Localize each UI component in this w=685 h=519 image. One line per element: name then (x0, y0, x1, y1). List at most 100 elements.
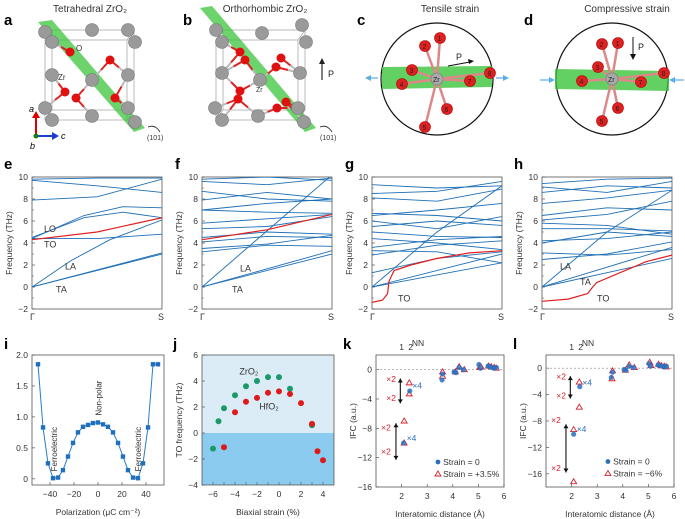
band-b8 (542, 207, 672, 216)
axis-triad: a c b (29, 104, 66, 150)
top-tick-1: 1 (569, 342, 574, 352)
data-point (105, 424, 111, 430)
band-to (542, 254, 672, 302)
o-neighbor (441, 103, 453, 115)
o-atom (233, 94, 243, 104)
data-point-strained (405, 378, 414, 386)
annotation-ferroelectric-right: Ferroelectric (134, 427, 143, 471)
y-tick-label: 10 (189, 172, 199, 182)
top-tick-2: 2 (578, 342, 583, 352)
annotation-ferroelectric-left: Ferroelectric (50, 427, 59, 471)
band-b6 (372, 231, 502, 238)
panel-label-g: g (345, 156, 355, 173)
zr-atom (128, 35, 142, 49)
panel-label-i: i (4, 336, 9, 353)
legend-hfo2: HfO₂ (259, 402, 279, 412)
y-tick-label: 10 (359, 172, 369, 182)
axis-c-label: c (61, 131, 66, 141)
y-axis-label: Frequency (THz) (4, 211, 14, 275)
y-tick-label: 4 (363, 238, 368, 248)
y-tick-label: −16 (528, 469, 543, 479)
legend-strain0: Strain = 0 (613, 457, 650, 467)
zr-atom (299, 35, 313, 49)
multiplicity-label: ×4 (407, 433, 417, 443)
y-tick-label: −2 (188, 304, 198, 314)
panel-label-j: j (173, 336, 178, 353)
multiplicity-label: ×4 (412, 381, 422, 391)
data-point-strain0 (571, 431, 577, 437)
band-b9 (542, 189, 672, 204)
panel-label-k: k (343, 336, 352, 353)
zr-atom (45, 113, 59, 127)
polarization-arrow (447, 61, 471, 67)
o-neighbor (419, 121, 431, 133)
data-point-strain0 (630, 364, 637, 371)
panel-label-d: d (524, 12, 534, 29)
panel-label-h: h (514, 156, 524, 173)
y-tick-label: 2 (193, 260, 198, 270)
band-b13 (372, 184, 502, 189)
y-tick-label: 6 (193, 350, 198, 360)
data-point-hfo2 (298, 400, 304, 407)
band-b2 (542, 249, 672, 256)
data-point-zro2 (232, 392, 238, 399)
y-tick-label: 2 (23, 260, 28, 270)
y-axis-label: IFC (a.u.) (348, 403, 358, 439)
x-tick-label: −4 (230, 489, 240, 499)
data-point-zro2 (221, 405, 227, 412)
band-b10 (372, 212, 502, 222)
data-point (100, 422, 106, 427)
data-point (45, 461, 51, 466)
arrowhead (669, 77, 675, 83)
neighbor-label: 8 (662, 71, 666, 78)
band-b7 (202, 209, 332, 214)
legend-marker-strain0 (605, 459, 611, 464)
data-point-strain0 (456, 364, 462, 371)
x-tick-label: S (668, 312, 674, 322)
data-point-zro2 (254, 378, 260, 384)
data-point-zro2 (210, 445, 216, 452)
band-ta2 (202, 250, 332, 288)
data-point (35, 362, 41, 367)
zr-atom (297, 115, 311, 129)
x-tick-label: 3 (595, 491, 600, 501)
annotation-to: TO (44, 239, 56, 249)
annotation-la: LA (65, 261, 76, 271)
panel-label-a: a (4, 12, 13, 29)
o-atom (105, 55, 115, 65)
o-neighbor (464, 75, 476, 87)
x-tick-label: 4 (620, 491, 625, 501)
bond (436, 71, 491, 81)
y-tick-label: 0 (533, 282, 538, 292)
x-tick-label: S (498, 312, 504, 322)
legend-zro2: ZrO₂ (239, 367, 258, 377)
x-tick-label: −20 (67, 489, 82, 499)
o-atom (276, 53, 286, 63)
y-axis-label: IFC (a.u.) (518, 403, 528, 439)
neighbor-label: 6 (445, 107, 449, 114)
data-point-strain0 (407, 388, 413, 394)
o-atom (281, 97, 291, 107)
zr-atom (45, 68, 59, 82)
data-point (115, 440, 121, 446)
band-la (202, 177, 331, 288)
band-b10 (202, 190, 332, 202)
annotation-lo: LO (44, 224, 56, 234)
band-b12 (372, 180, 502, 194)
zr-atom (251, 109, 265, 123)
band-ta (372, 262, 502, 288)
y-tick-label: −12 (528, 442, 543, 452)
data-point-strain0 (609, 369, 616, 375)
y-axis-label: Frequency (THz) (344, 211, 354, 275)
x-tick-label: 6 (502, 491, 507, 501)
band-b4 (202, 231, 332, 238)
phonon-dispersion-compressive: −2 0 2 4 6 8 10 Frequency (THz) Γ S LA TA TO (514, 172, 674, 322)
zr-atom (121, 101, 135, 115)
o-atom (71, 93, 81, 103)
y-tick-label: 8 (363, 194, 368, 204)
zr-atom (215, 66, 229, 80)
data-point-strained (575, 378, 584, 385)
neighbor-label: 7 (639, 80, 643, 87)
o-neighbor (612, 37, 624, 49)
